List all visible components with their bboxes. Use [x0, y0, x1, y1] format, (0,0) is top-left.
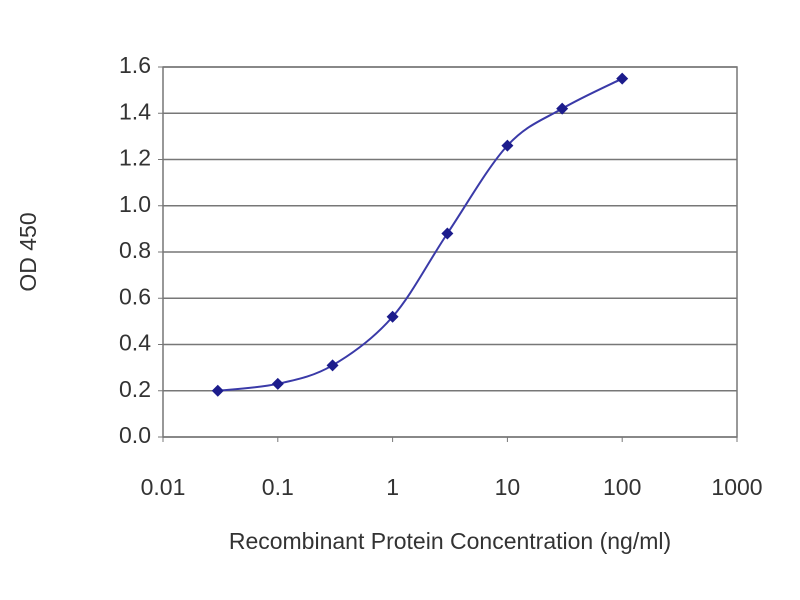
x-tick-label: 0.1	[262, 474, 294, 500]
y-tick-label: 1.2	[119, 145, 151, 171]
curve	[217, 77, 623, 392]
y-tick-label: 0.0	[119, 422, 151, 448]
y-tick-label: 1.0	[119, 191, 151, 217]
point	[386, 310, 399, 323]
y-tick-label: 0.6	[119, 283, 151, 309]
x-tick-label: 1	[386, 474, 399, 500]
y-tick-label: 0.4	[119, 330, 151, 356]
y-axis-label: OD 450	[15, 212, 41, 291]
y-tick-label: 0.8	[119, 237, 151, 263]
point	[441, 227, 454, 240]
x-tick-label: 0.01	[141, 474, 186, 500]
x-axis-label: Recombinant Protein Concentration (ng/ml…	[229, 528, 671, 554]
x-tick-label: 10	[495, 474, 521, 500]
x-tick-label: 100	[603, 474, 641, 500]
point	[326, 359, 339, 372]
y-tick-label: 1.4	[119, 98, 151, 124]
x-tick-label: 1000	[711, 474, 762, 500]
point	[271, 377, 284, 390]
y-tick-label: 1.6	[119, 52, 151, 78]
point	[616, 72, 629, 85]
y-tick-label: 0.2	[119, 376, 151, 402]
point	[501, 139, 514, 152]
point	[556, 102, 569, 115]
point	[211, 384, 224, 397]
